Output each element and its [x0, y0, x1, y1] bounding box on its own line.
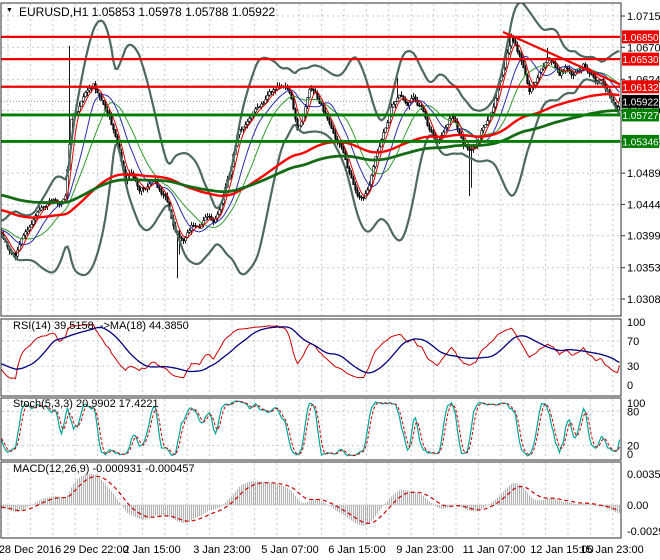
symbol-dropdown-icon[interactable]: ▼	[6, 7, 13, 14]
macd-scale-label: -0.002938	[627, 526, 660, 538]
y-axis-label: 1.03530	[627, 263, 660, 275]
price-badge-label: 1.05346	[622, 137, 659, 148]
stoch-scale-label: 100	[627, 398, 645, 410]
x-axis-label: 9 Jan 23:00	[396, 544, 454, 556]
rsi-scale-label: 0	[627, 380, 633, 392]
price-level-badge	[622, 94, 659, 108]
y-axis-label: 1.06700	[627, 42, 660, 54]
stoch-scale-label: 20	[627, 441, 639, 453]
stoch-scale-label: 0	[627, 449, 633, 461]
price-level-badge	[622, 108, 659, 122]
macd-panel[interactable]	[0, 473, 621, 526]
price-level-badge	[622, 80, 659, 94]
macd-indicator-label: MACD(12,26,9) -0.000931 -0.000457	[13, 463, 195, 475]
price-badge-label: 1.05727	[622, 111, 659, 122]
x-axis-label: 5 Jan 07:00	[261, 544, 319, 556]
rsi-indicator-label: RSI(14) 39.5158 ->MA(18) 44.3850	[13, 320, 189, 332]
rsi-scale-label: 100	[627, 317, 645, 329]
rsi-scale-label: 30	[627, 361, 639, 373]
stochastic-panel[interactable]	[0, 400, 621, 457]
y-axis-label: 1.03990	[627, 231, 660, 243]
level-lines-layer[interactable]	[1, 30, 621, 143]
x-axis-label: 15 Jan 23:00	[580, 544, 644, 556]
price-level-badge	[622, 134, 659, 148]
x-axis-label: 29 Dec 22:00	[63, 544, 128, 556]
x-axis-label: 28 Dec 2016	[0, 544, 61, 556]
rsi-scale-label: 70	[627, 336, 639, 348]
macd-scale-label: 0.00	[627, 500, 648, 512]
y-axis-label: 1.04440	[627, 199, 660, 211]
price-badge-label: 1.05922	[622, 97, 659, 108]
y-axis-label: 1.04890	[627, 168, 660, 180]
rsi-panel[interactable]	[1, 324, 620, 380]
price-level-badge	[622, 52, 659, 66]
panel-frames	[0, 2, 622, 539]
price-level-badge	[622, 30, 659, 44]
y-axis-label: 1.03080	[627, 294, 660, 306]
price-badge-label: 1.06530	[622, 55, 659, 66]
stoch-indicator-label: Stoch(5,3,3) 20.9902 17.4221	[13, 398, 159, 410]
x-axis-label: 3 Jan 23:00	[193, 544, 251, 556]
x-axis-label: 11 Jan 07:00	[463, 544, 526, 556]
price-badge-label: 1.06850	[622, 33, 659, 44]
y-axis-label: 1.07150	[627, 11, 660, 23]
chart-title: EURUSD,H1 1.05853 1.05978 1.05788 1.0592…	[19, 5, 276, 19]
x-axis-label: 12 Jan 15:00	[530, 544, 594, 556]
price-badges: 1.06850 1.06530 1.06132 1.05922 1.05727 1.053…	[622, 30, 659, 148]
macd-scale-label: 0.003502	[627, 469, 660, 481]
x-axis-label: 6 Jan 15:00	[328, 544, 386, 556]
descending-trendline[interactable]	[502, 30, 621, 86]
price-badge-label: 1.06132	[622, 83, 659, 94]
x-axis-label: 2 Jan 15:00	[123, 544, 181, 556]
stoch-scale-label: 80	[627, 406, 639, 418]
price-panel[interactable]	[1, 2, 621, 279]
time-axis: 28 Dec 2016 29 Dec 22:002 Jan 15:00 3 Jan …	[0, 544, 644, 556]
